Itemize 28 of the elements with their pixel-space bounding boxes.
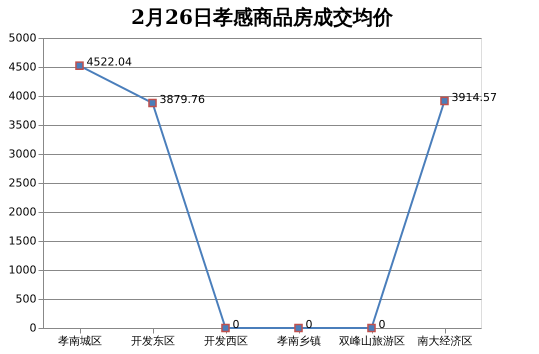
- x-tick-label: 孝南乡镇: [277, 334, 321, 348]
- point: [294, 324, 303, 332]
- chart-title: 2月26日孝感商品房成交均价: [131, 5, 394, 29]
- y-tick-label: 500: [16, 292, 36, 306]
- x-tick-label: 孝南城区: [58, 334, 102, 348]
- x-tick-label: 南大经济区: [418, 334, 472, 348]
- y-tick-label: 2000: [8, 206, 36, 218]
- y-tick-label: 3500: [8, 118, 36, 132]
- point: [367, 324, 376, 332]
- data-label: 3879.76: [160, 92, 205, 106]
- y-tick-label: 3000: [8, 148, 36, 160]
- y-tick-label: 1500: [8, 234, 36, 248]
- point: [440, 96, 449, 106]
- y-tick-label: 4000: [8, 90, 36, 102]
- point: [148, 98, 157, 108]
- x-tick-label: 开发西区: [204, 334, 248, 348]
- y-tick-label: 5000: [8, 32, 36, 44]
- y-tick-label: 0: [30, 322, 36, 334]
- point: [221, 324, 230, 332]
- y-tick-label: 1000: [8, 264, 36, 276]
- y-tick-label: 4500: [8, 60, 36, 74]
- y-tick-label: 2500: [8, 176, 36, 190]
- x-tick-label: 开发东区: [131, 334, 175, 348]
- data-label: 0: [378, 318, 386, 331]
- point: [75, 61, 84, 70]
- data-label: 4522.04: [86, 56, 132, 69]
- x-tick-label: 双峰山旅游区: [339, 334, 405, 348]
- data-label: 3914.57: [452, 90, 497, 104]
